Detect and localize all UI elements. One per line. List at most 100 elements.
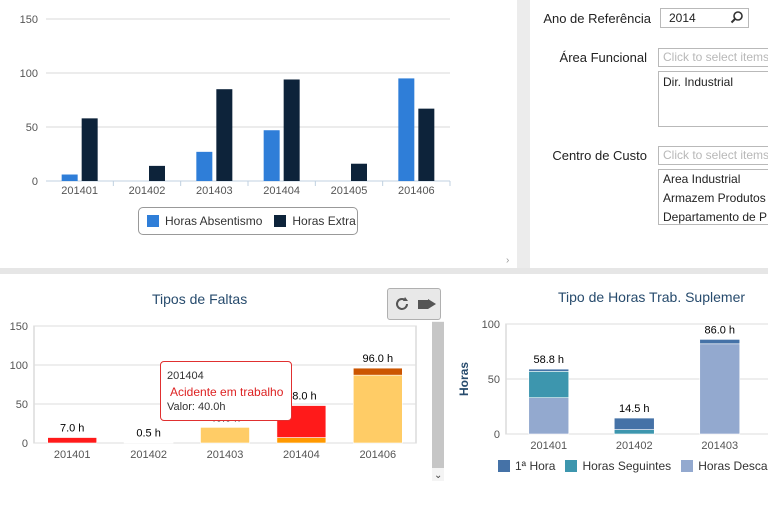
legend-item-horas-seguintes[interactable]: Horas Seguintes — [565, 459, 671, 473]
x-tick-label: 201406 — [359, 449, 396, 461]
legend-label-horas-seguintes: Horas Seguintes — [582, 459, 672, 473]
data-label: 58.8 h — [533, 354, 564, 366]
bar-extra — [283, 79, 300, 181]
legend-swatch-extra — [274, 215, 287, 227]
data-label: 86.0 h — [704, 324, 735, 336]
x-tick-label: 201403 — [207, 449, 244, 461]
absentismo-chart: 0 50 100 150 201401 201402 201403 201404 201405 2… — [20, 14, 451, 197]
legend-item-absentismo[interactable]: Horas Absentismo — [147, 214, 262, 228]
bar-extra — [81, 118, 98, 181]
scroll-right-arrow[interactable]: › — [506, 255, 510, 266]
legend-swatch-absentismo — [147, 215, 159, 227]
y-tick-label: 0 — [32, 176, 38, 188]
stacked-bar-segment — [528, 368, 570, 372]
bar-absentismo — [196, 151, 213, 181]
x-tick-label: 201406 — [398, 185, 435, 197]
legend-label-horas-descar: Horas Descar — [698, 459, 768, 473]
stacked-bar-segment — [352, 367, 403, 376]
y-tick-label: 150 — [20, 14, 38, 26]
horas-chart: 0 50 100 201401 58.8 h 201402 14.5 h 201403 86.0… — [457, 319, 768, 452]
horizontal-splitter[interactable] — [0, 268, 768, 274]
area-select-input[interactable]: Click to select items — [658, 48, 768, 67]
y-tick-label: 50 — [26, 122, 38, 134]
export-icon[interactable] — [417, 297, 437, 316]
chart-tooltip: 201404 Acidente em trabalho Valor: 40.0h — [160, 361, 292, 421]
bar-absentismo — [61, 174, 78, 181]
filter-panel — [530, 0, 768, 268]
legend-swatch-1a-hora — [498, 460, 510, 472]
stacked-bar-segment — [276, 437, 327, 444]
x-tick-label: 201402 — [129, 185, 166, 197]
bar-absentismo — [398, 78, 415, 181]
legend-label-absentismo: Horas Absentismo — [165, 214, 263, 228]
stacked-bar-segment — [352, 374, 403, 444]
refresh-icon[interactable] — [394, 296, 410, 317]
x-tick-label: 201404 — [283, 449, 320, 461]
search-icon[interactable] — [730, 10, 744, 29]
x-tick-label: 201401 — [61, 185, 98, 197]
data-label: 48.0 h — [286, 391, 317, 403]
x-tick-label: 201403 — [196, 185, 233, 197]
tooltip-type: Acidente em trabalho — [170, 385, 284, 399]
x-tick-label: 201404 — [263, 185, 300, 197]
area-list-item[interactable]: Dir. Industrial — [663, 75, 734, 89]
bar-extra — [149, 165, 165, 181]
cost-center-list-item[interactable]: Departamento de P — [663, 210, 768, 224]
stacked-bar-segment — [528, 397, 570, 435]
chart-toolbox — [387, 288, 441, 320]
stacked-bar-segment — [613, 429, 655, 435]
x-tick-label: 201401 — [530, 440, 567, 452]
legend-label-1a-hora: 1ª Hora — [515, 459, 556, 473]
y-tick-label: 50 — [488, 374, 500, 386]
horas-chart-legend: 1ª Hora Horas Seguintes Horas Descar — [498, 459, 768, 473]
y-tick-label: 0 — [494, 429, 500, 441]
y-axis-label: Horas — [457, 362, 471, 396]
y-tick-label: 50 — [16, 399, 28, 411]
data-label: 96.0 h — [363, 353, 394, 365]
horas-chart-title: Tipo de Horas Trab. Suplemer — [558, 289, 746, 305]
scrollbar-thumb[interactable] — [432, 322, 444, 468]
legend-label-extra: Horas Extra — [292, 214, 356, 228]
x-tick-label: 201401 — [54, 449, 91, 461]
bar-absentismo — [263, 130, 280, 181]
legend-swatch-horas-seguintes — [565, 460, 578, 472]
top-chart-legend: Horas Absentismo Horas Extra — [138, 207, 358, 235]
stacked-bar-segment — [613, 417, 655, 430]
x-tick-label: 201402 — [616, 440, 653, 452]
legend-item-extra[interactable]: Horas Extra — [274, 214, 356, 228]
x-tick-label: 201402 — [130, 449, 167, 461]
year-input[interactable]: 2014 — [660, 8, 749, 28]
tooltip-period: 201404 — [167, 370, 204, 382]
stacked-bar-segment — [699, 339, 741, 345]
x-tick-label: 201403 — [701, 440, 738, 452]
cost-center-list-item[interactable]: Area Industrial — [663, 172, 741, 186]
area-list[interactable]: Dir. Industrial — [658, 71, 768, 127]
cost-center-select-input[interactable]: Click to select items — [658, 146, 768, 165]
stacked-bar-segment — [528, 371, 570, 399]
cost-center-list[interactable]: Area Industrial Armazem Produtos Departa… — [658, 169, 768, 225]
y-tick-label: 100 — [20, 68, 38, 80]
bar-extra — [216, 89, 233, 181]
y-tick-label: 100 — [482, 319, 500, 331]
year-value: 2014 — [669, 11, 696, 25]
legend-item-1a-hora[interactable]: 1ª Hora — [498, 459, 555, 473]
data-label: 7.0 h — [60, 423, 84, 435]
panel-splitter[interactable] — [517, 0, 530, 268]
y-tick-label: 0 — [22, 438, 28, 450]
data-label: 0.5 h — [136, 428, 160, 440]
data-label: 14.5 h — [619, 403, 650, 415]
area-label: Área Funcional — [559, 50, 647, 65]
cost-center-list-item[interactable]: Armazem Produtos — [663, 191, 766, 205]
legend-item-horas-descar[interactable]: Horas Descar — [681, 459, 768, 473]
bar-extra — [351, 163, 367, 181]
scroll-down-arrow[interactable]: ⌄ — [434, 470, 443, 481]
cost-center-placeholder: Click to select items — [663, 148, 768, 162]
y-tick-label: 150 — [10, 321, 28, 333]
bar-extra — [418, 108, 435, 181]
year-label: Ano de Referência — [543, 11, 651, 26]
tooltip-value: Valor: 40.0h — [167, 401, 226, 413]
cost-center-label: Centro de Custo — [552, 148, 647, 163]
faltas-chart-title: Tipos de Faltas — [152, 291, 248, 307]
stacked-bar-segment — [47, 437, 98, 444]
x-tick-label: 201405 — [331, 185, 368, 197]
